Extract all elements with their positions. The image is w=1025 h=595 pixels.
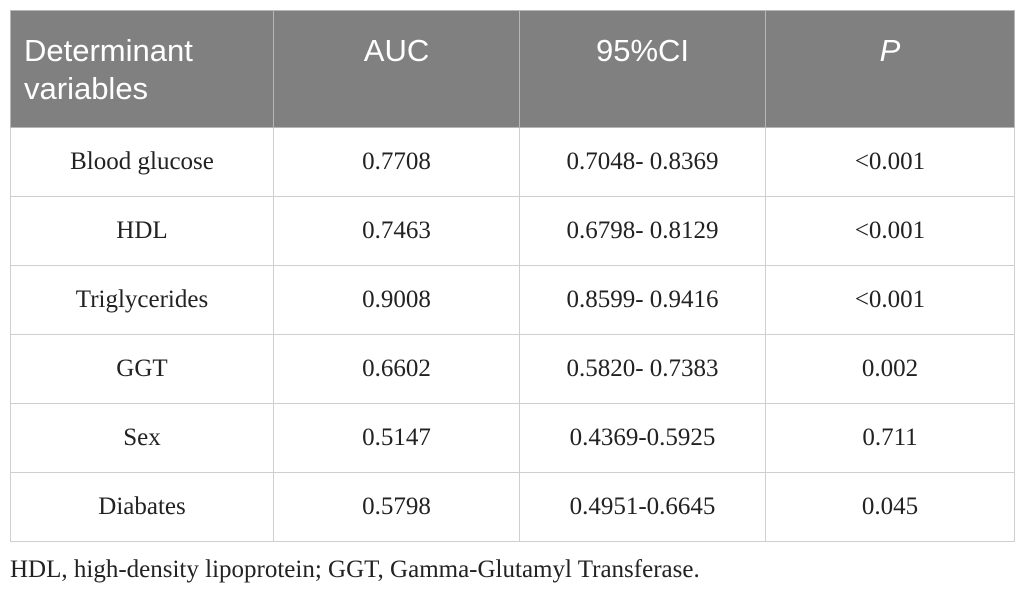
table-row: HDL 0.7463 0.6798- 0.8129 <0.001: [10, 196, 1015, 266]
table-row: GGT 0.6602 0.5820- 0.7383 0.002: [10, 334, 1015, 404]
cell-variable: Diabates: [10, 472, 274, 542]
cell-variable: Triglycerides: [10, 265, 274, 335]
table-row: Triglycerides 0.9008 0.8599- 0.9416 <0.0…: [10, 265, 1015, 335]
header-p-value: P: [765, 10, 1015, 128]
cell-auc: 0.5147: [273, 403, 520, 473]
cell-auc: 0.5798: [273, 472, 520, 542]
header-row: Determinant variables AUC 95%CI P: [10, 10, 1015, 128]
cell-variable: Sex: [10, 403, 274, 473]
cell-variable: HDL: [10, 196, 274, 266]
cell-auc: 0.7708: [273, 127, 520, 197]
cell-auc: 0.9008: [273, 265, 520, 335]
cell-ci: 0.6798- 0.8129: [519, 196, 766, 266]
cell-auc: 0.6602: [273, 334, 520, 404]
table-row: Sex 0.5147 0.4369-0.5925 0.711: [10, 403, 1015, 473]
cell-p: <0.001: [765, 127, 1015, 197]
table-row: Diabates 0.5798 0.4951-0.6645 0.045: [10, 472, 1015, 542]
cell-variable: GGT: [10, 334, 274, 404]
cell-p: <0.001: [765, 196, 1015, 266]
table-body: Blood glucose 0.7708 0.7048- 0.8369 <0.0…: [10, 127, 1015, 542]
header-label: 95%CI: [595, 33, 690, 68]
cell-p: 0.002: [765, 334, 1015, 404]
table-header: Determinant variables AUC 95%CI P: [10, 10, 1015, 128]
header-95ci: 95%CI: [519, 10, 766, 128]
table-row: Blood glucose 0.7708 0.7048- 0.8369 <0.0…: [10, 127, 1015, 197]
cell-ci: 0.8599- 0.9416: [519, 265, 766, 335]
cell-ci: 0.7048- 0.8369: [519, 127, 766, 197]
cell-variable: Blood glucose: [10, 127, 274, 197]
cell-ci: 0.5820- 0.7383: [519, 334, 766, 404]
cell-p: 0.711: [765, 403, 1015, 473]
table-footnote: HDL, high-density lipoprotein; GGT, Gamm…: [10, 556, 700, 583]
results-table-container: Determinant variables AUC 95%CI P Blood …: [10, 10, 1015, 542]
cell-p: 0.045: [765, 472, 1015, 542]
header-label: AUC: [363, 33, 430, 68]
header-determinant-variables: Determinant variables: [10, 10, 274, 128]
cell-ci: 0.4369-0.5925: [519, 403, 766, 473]
header-auc: AUC: [273, 10, 520, 128]
cell-ci: 0.4951-0.6645: [519, 472, 766, 542]
cell-p: <0.001: [765, 265, 1015, 335]
header-label: P: [879, 33, 901, 68]
header-label: Determinant variables: [24, 33, 193, 106]
auc-results-table: Determinant variables AUC 95%CI P Blood …: [10, 10, 1015, 542]
cell-auc: 0.7463: [273, 196, 520, 266]
